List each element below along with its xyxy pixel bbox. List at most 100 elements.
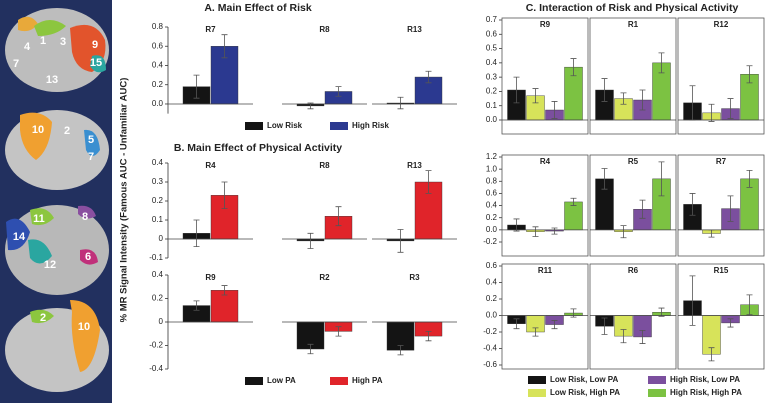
legend-swatch <box>528 376 546 384</box>
legend-label: Low Risk <box>267 121 303 130</box>
brain-region-label: 12 <box>44 259 56 271</box>
error-bar <box>689 193 696 216</box>
y-tick-label: 0.2 <box>486 87 498 96</box>
error-bar <box>727 98 734 119</box>
y-tick-label: 0.3 <box>486 72 498 81</box>
error-bar <box>532 88 539 104</box>
subplot-frame <box>589 17 677 135</box>
region <box>70 300 100 372</box>
y-tick-label: 0.0 <box>152 99 164 108</box>
y-tick-label: 0.4 <box>486 201 498 210</box>
legend-label: High Risk <box>352 121 389 130</box>
subplot-title: R8 <box>319 25 330 34</box>
error-bar <box>513 318 520 330</box>
legend-label: Low PA <box>267 376 296 385</box>
y-tick-label: 0.1 <box>152 215 164 224</box>
brain-region-label: 11 <box>33 213 45 225</box>
y-tick-label: 0.4 <box>152 270 164 279</box>
legend-swatch <box>245 377 263 385</box>
panel-title: B. Main Effect of Physical Activity <box>174 142 342 154</box>
region <box>6 218 30 251</box>
error-bar <box>513 76 520 104</box>
region <box>30 309 54 324</box>
region <box>84 129 100 156</box>
error-bar <box>397 229 404 253</box>
brain-region-label: 7 <box>88 151 94 163</box>
region <box>90 55 106 73</box>
error-bar <box>397 345 404 356</box>
subplot-frame <box>677 17 765 135</box>
brain-region-label: 14 <box>13 231 26 243</box>
subplot-title: R7 <box>716 157 727 166</box>
y-tick-label: 0.2 <box>152 196 164 205</box>
y-tick-label: -0.6 <box>483 360 497 369</box>
brain-panel <box>0 0 112 403</box>
y-tick-label: 0 <box>159 234 164 243</box>
subplot-title: R3 <box>409 273 420 282</box>
error-bar <box>601 168 608 190</box>
error-bar <box>708 103 715 122</box>
error-bar <box>689 275 696 326</box>
subplot-title: R6 <box>628 266 639 275</box>
region <box>34 20 66 36</box>
brain-region-label: 3 <box>60 36 66 48</box>
error-bar <box>639 89 646 111</box>
legend-swatch <box>648 389 666 397</box>
error-bar <box>307 343 314 355</box>
subplot-title: R4 <box>540 157 551 166</box>
panel-title: C. Interaction of Risk and Physical Acti… <box>526 2 739 14</box>
subplot-frame <box>501 263 589 370</box>
legend-swatch <box>245 122 263 130</box>
y-tick-label: 0.6 <box>486 29 498 38</box>
subplot-title: R8 <box>319 161 330 170</box>
y-tick-label: -0.4 <box>483 344 497 353</box>
brain-region-label: 2 <box>64 125 70 137</box>
y-axis-label: % MR Signal Intensity (Famous AUC - Unfa… <box>119 78 130 323</box>
y-tick-label: 1.2 <box>486 152 498 161</box>
error-bar <box>551 227 558 235</box>
error-bar <box>639 329 646 344</box>
region <box>80 249 98 265</box>
y-tick-label: 0.0 <box>486 115 498 124</box>
y-tick-label: 0.8 <box>152 22 164 31</box>
region <box>18 16 38 32</box>
bar <box>210 290 239 323</box>
error-bar <box>307 232 314 249</box>
bar <box>564 201 583 231</box>
error-bar <box>570 197 577 206</box>
subplot-title: R5 <box>628 157 639 166</box>
region <box>20 112 52 160</box>
y-tick-label: 0.4 <box>486 58 498 67</box>
error-bar <box>193 300 200 311</box>
brain-region-label: 5 <box>88 134 94 146</box>
error-bar <box>425 170 432 194</box>
legend-label: High Risk, Low PA <box>670 375 740 384</box>
y-tick-label: 0.6 <box>152 41 164 50</box>
y-tick-label: 0.2 <box>486 213 498 222</box>
subplot-title: R11 <box>538 266 553 275</box>
error-bar <box>425 331 432 342</box>
brain-region-label: 1 <box>40 35 46 47</box>
error-bar <box>658 161 665 197</box>
subplot-frame <box>589 154 677 257</box>
y-tick-label: 0.6 <box>486 189 498 198</box>
subplot-title: R9 <box>205 273 216 282</box>
brain-region-label: 15 <box>90 57 102 69</box>
panel-title: A. Main Effect of Risk <box>204 2 312 14</box>
subplot-title: R1 <box>628 20 639 29</box>
brain-region-label: 13 <box>46 74 58 86</box>
subplot-frame <box>677 154 765 257</box>
error-bar <box>620 92 627 105</box>
brain-region-label: 9 <box>92 39 98 51</box>
y-tick-label: 0.4 <box>486 278 498 287</box>
subplot-frame <box>501 154 589 257</box>
y-tick-label: 0.1 <box>486 101 498 110</box>
subplot-title: R4 <box>205 161 216 170</box>
y-tick-label: 1.0 <box>486 164 498 173</box>
subplot-title: R13 <box>407 161 422 170</box>
error-bar <box>221 34 228 59</box>
y-tick-label: -0.4 <box>149 364 163 373</box>
region <box>78 205 96 219</box>
y-tick-label: 0.7 <box>486 15 498 24</box>
